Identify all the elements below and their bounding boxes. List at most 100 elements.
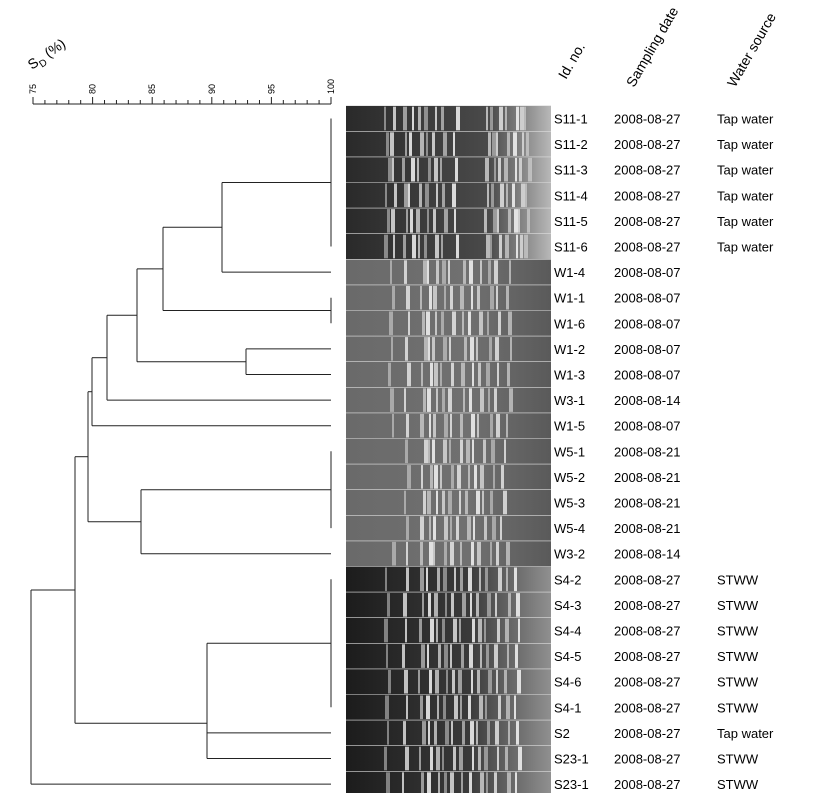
gel-band: [478, 362, 481, 387]
gel-band: [410, 209, 413, 233]
gel-band: [421, 772, 424, 793]
gel-band: [469, 644, 473, 668]
gel-band: [426, 567, 428, 592]
water-source: STWW: [717, 598, 759, 613]
gel-band: [420, 132, 424, 156]
gel-band: [403, 721, 406, 745]
gel-band: [388, 157, 392, 182]
gel-band: [420, 567, 424, 592]
gel-band: [442, 388, 445, 412]
gel-band: [504, 157, 508, 182]
gel-lane: [346, 438, 551, 465]
gel-band: [457, 465, 461, 489]
sampling-date: 2008-08-14: [614, 547, 681, 562]
sample-id: S4-3: [554, 598, 581, 613]
gel-band: [434, 362, 438, 387]
gel-band: [499, 234, 502, 259]
gel-band: [427, 772, 431, 793]
gel-band: [515, 157, 517, 182]
gel-band: [450, 772, 454, 793]
gel-band: [404, 669, 408, 694]
gel-band: [452, 183, 456, 208]
table-row: W5-1 2008-08-21: [554, 444, 681, 459]
gel-band: [450, 285, 453, 310]
gel-lane: [346, 540, 551, 567]
gel-band: [418, 234, 420, 259]
gel-band: [489, 337, 492, 361]
gel-band: [463, 260, 466, 284]
gel-band: [444, 516, 448, 540]
gel-band: [435, 234, 439, 259]
gel-band: [496, 132, 498, 156]
gel-band: [433, 209, 436, 233]
gel-band: [403, 593, 407, 617]
gel-band: [441, 106, 444, 131]
gel-band: [495, 337, 499, 361]
gel-band: [490, 234, 492, 259]
gel-band: [518, 618, 520, 643]
sampling-date: 2008-08-27: [614, 752, 681, 767]
gel-band: [441, 311, 444, 336]
gel-band: [480, 644, 482, 668]
gel-lane: [346, 617, 551, 644]
gel-band: [406, 413, 409, 438]
sample-id: W1-3: [554, 368, 585, 383]
gel-band: [484, 618, 486, 643]
gel-band: [497, 209, 499, 233]
gel-band: [404, 260, 407, 284]
gel-band: [427, 388, 431, 412]
gel-band: [499, 106, 503, 131]
gel-lane: [346, 361, 551, 388]
gel-band: [469, 260, 473, 284]
sampling-date: 2008-08-21: [614, 444, 681, 459]
gel-band: [488, 669, 492, 694]
gel-band: [470, 337, 474, 361]
gel-band: [471, 413, 475, 438]
gel-band: [484, 746, 488, 771]
gel-lane: [346, 284, 551, 311]
gel-band: [427, 209, 429, 233]
gel-band: [388, 669, 391, 694]
gel-band: [442, 490, 445, 515]
gel-band: [468, 465, 470, 489]
gel-band: [405, 337, 408, 361]
sample-id: W1-1: [554, 291, 585, 306]
gel-band: [456, 516, 459, 540]
table-row: S11-1 2008-08-27 Tap water: [554, 112, 774, 127]
gel-band: [448, 260, 450, 284]
gel-band: [436, 618, 438, 643]
gel-band: [448, 490, 452, 515]
table-row: W1-3 2008-08-07: [554, 368, 681, 383]
gel-band: [384, 106, 386, 131]
gel-band: [472, 618, 475, 643]
water-source: STWW: [717, 675, 759, 690]
gel-band: [467, 516, 471, 540]
gel-band: [422, 593, 424, 617]
gel-band: [487, 183, 489, 208]
axis-tick-label: 80: [88, 84, 98, 94]
gel-band: [507, 362, 510, 387]
gel-band: [459, 618, 461, 643]
gel-band: [385, 695, 389, 720]
gel-band: [420, 541, 423, 566]
gel-band: [424, 337, 428, 361]
gel-band: [405, 618, 407, 643]
gel-band: [440, 465, 442, 489]
gel-band: [406, 516, 409, 540]
gel-band: [525, 183, 527, 208]
gel-band: [469, 772, 472, 793]
gel-band: [497, 746, 499, 771]
gel-band: [482, 490, 484, 515]
gel-lane: [346, 336, 551, 362]
sample-id: S11-1: [554, 112, 588, 127]
gel-band: [423, 388, 426, 412]
gel-band: [484, 209, 487, 233]
gel-band: [497, 618, 500, 643]
gel-band: [472, 746, 474, 771]
gel-band: [392, 285, 395, 310]
gel-band: [407, 362, 411, 387]
gel-band: [490, 413, 493, 438]
gel-band: [487, 311, 489, 336]
gel-band: [424, 439, 428, 464]
